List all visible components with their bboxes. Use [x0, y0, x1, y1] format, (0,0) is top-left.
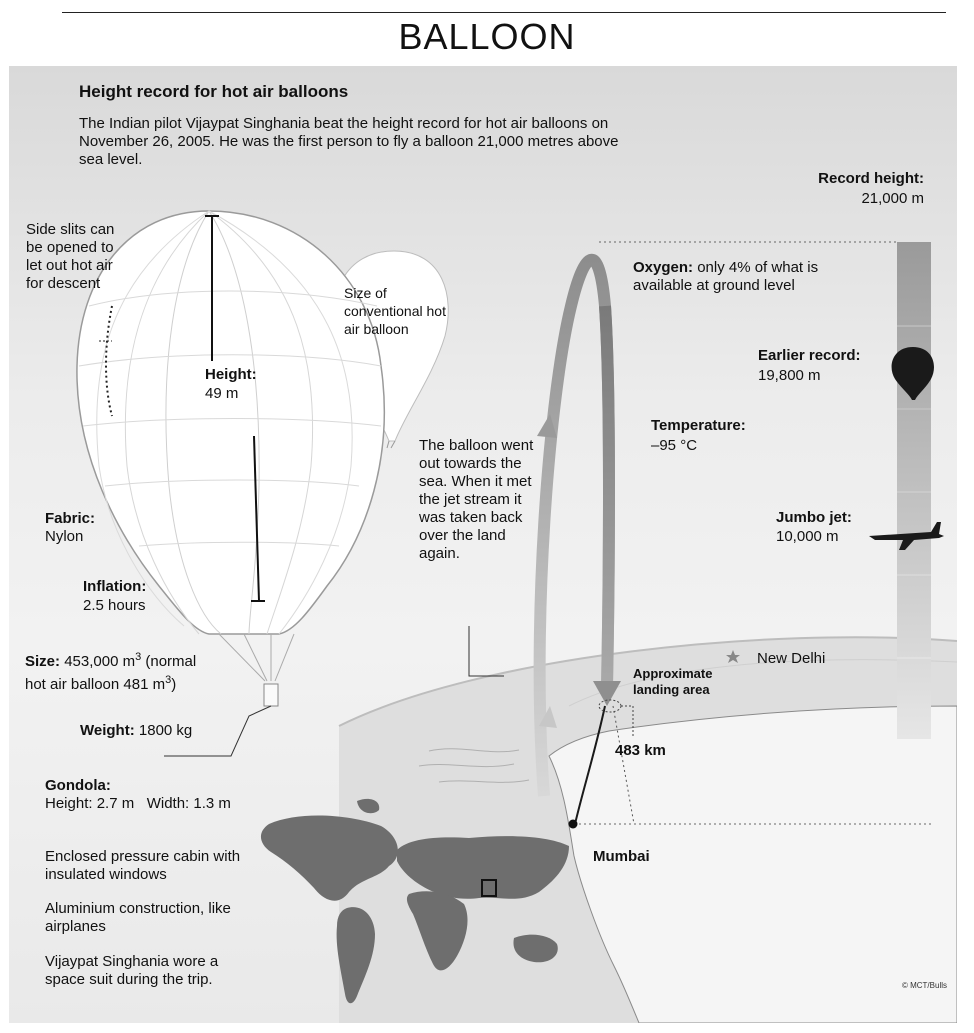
gondola-cabin: Enclosed pressure cabin with insulated w… — [45, 848, 241, 883]
size-unit-exponent: 3 — [135, 651, 142, 663]
size-normal-close: ) — [171, 676, 177, 693]
credit: © MCT/Bulls — [901, 981, 947, 990]
flight-path — [533, 253, 635, 829]
fabric-label: Fabric: — [45, 510, 96, 527]
jumbo-jet-label: Jumbo jet: — [776, 509, 852, 526]
size-label: Size: — [25, 653, 61, 670]
intro-heading: Height record for hot air balloons — [79, 82, 349, 101]
conventional-balloon-label: Size of conventional hot air balloon — [344, 285, 446, 337]
oxygen-note: Oxygen: only 4% of what is available at … — [633, 259, 878, 295]
oxygen-label: Oxygen: — [633, 259, 694, 276]
distance-label: 483 km — [615, 742, 666, 759]
gondola-suit: Vijaypat Singhania wore a space suit dur… — [45, 953, 219, 988]
temperature-label: Temperature: — [651, 417, 746, 434]
title-rule — [62, 12, 946, 13]
world-map — [260, 798, 569, 1004]
route-note: The balloon went out towards the sea. Wh… — [419, 437, 534, 562]
height-label: Height: — [205, 366, 257, 383]
landing-area-label: Approximate landing area — [633, 666, 713, 697]
size-note: (normal — [145, 653, 197, 670]
jumbo-jet-icon — [869, 522, 944, 550]
page-title: BALLOON — [398, 16, 576, 57]
map-markers — [468, 626, 740, 738]
size-line: Size: 453,000 m3 (normal — [25, 651, 197, 671]
fabric-value: Nylon — [45, 528, 84, 545]
weight-label: Weight: — [80, 722, 135, 739]
altitude-scale — [579, 241, 931, 825]
record-balloon — [76, 210, 386, 757]
gondola-construction: Aluminium construction, like airplanes — [45, 900, 231, 935]
gondola-dimensions: Height: 2.7 m Width: 1.3 m — [45, 795, 231, 812]
jumbo-jet-value: 10,000 m — [776, 528, 839, 545]
new-delhi-label: New Delhi — [757, 650, 826, 667]
size-normal-line: hot air balloon 481 m3) — [25, 674, 177, 694]
record-height-label: Record height: — [818, 170, 924, 187]
weight-value: 1800 kg — [138, 722, 193, 739]
side-slits-note: Side slits can be opened to let out hot … — [26, 221, 115, 292]
oxygen-text: only 4% of what is available at ground l… — [633, 259, 819, 294]
mumbai-label: Mumbai — [593, 848, 650, 865]
infographic-panel: Height record for hot air balloons The I… — [9, 66, 957, 1023]
size-normal-text: hot air balloon 481 m — [25, 676, 166, 693]
record-height-value: 21,000 m — [861, 190, 924, 207]
earlier-record-label: Earlier record: — [758, 347, 861, 364]
earlier-record-value: 19,800 m — [758, 367, 821, 384]
weight-line: Weight: 1800 kg — [80, 722, 192, 740]
size-normal-exponent: 3 — [165, 674, 172, 686]
map-highlight-box — [481, 879, 497, 897]
inflation-value: 2.5 hours — [83, 597, 146, 614]
inflation-label: Inflation: — [83, 578, 147, 595]
earth-horizon — [338, 636, 957, 1023]
intro-text: The Indian pilot Vijaypat Singhania beat… — [79, 115, 619, 168]
size-value: 453,000 m — [64, 653, 136, 670]
height-value: 49 m — [205, 385, 239, 402]
gondola-label: Gondola: — [45, 777, 111, 794]
balloon-record-icon — [891, 347, 934, 400]
infographic-art — [76, 210, 957, 1023]
temperature-value: –95 °C — [651, 437, 698, 454]
